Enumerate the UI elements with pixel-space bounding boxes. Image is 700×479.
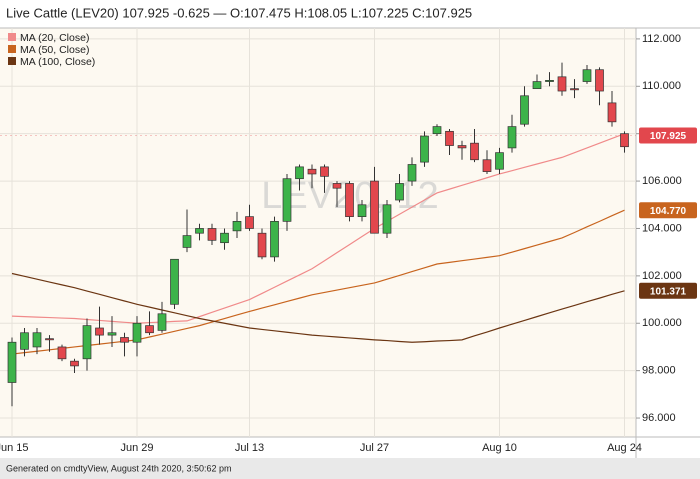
candle-body [245, 216, 254, 229]
candle-body [570, 88, 579, 91]
candle-body [395, 183, 404, 201]
candle-body [545, 80, 554, 82]
candle-body [220, 232, 229, 244]
candle-body [457, 145, 467, 149]
last-value-tag [639, 282, 697, 299]
candle-body [207, 228, 217, 241]
y-tick-label: 112.000 [642, 33, 681, 45]
y-tick-label: 96.000 [642, 412, 676, 424]
candle-body [170, 258, 179, 305]
last-value-tag [639, 202, 697, 219]
candle-body [470, 142, 479, 161]
legend-label: MA (50, Close) [20, 44, 89, 56]
x-tick-label: Jul 13 [235, 442, 264, 454]
header: Live Cattle (LEV20) 107.925 -0.625 — O:1… [6, 5, 472, 20]
candle-body [157, 313, 167, 331]
candle-body [257, 232, 267, 258]
candle-body [607, 102, 617, 123]
last-value-tag [639, 127, 697, 144]
candle-body [495, 152, 504, 170]
candle-body [532, 81, 542, 90]
last-value-label: 104.770 [650, 206, 687, 217]
x-tick-label: Jun 29 [120, 442, 153, 454]
candle-body [57, 346, 67, 360]
candle-body [95, 327, 104, 336]
y-tick-label: 110.000 [642, 80, 681, 92]
legend-label: MA (100, Close) [20, 56, 95, 68]
candle-body [332, 183, 342, 189]
candle-body [232, 221, 242, 232]
y-tick-label: 98.000 [642, 365, 676, 377]
candle-body [582, 69, 592, 82]
candle-body [195, 228, 204, 234]
candle-body [432, 126, 442, 135]
candle-body [145, 325, 154, 334]
legend-label: MA (20, Close) [20, 32, 89, 44]
candle-body [70, 360, 79, 367]
plot-area [0, 28, 636, 437]
candle-body [407, 164, 417, 182]
ma-line [11, 272, 625, 343]
candle-body [420, 135, 429, 163]
footer: Generated on cmdtyView, August 24th 2020… [6, 463, 232, 473]
x-tick-label: Jun 15 [0, 442, 29, 454]
footer-bar [0, 458, 700, 479]
candle-body [507, 126, 517, 149]
candle-body [320, 166, 329, 177]
legend-swatch [8, 57, 16, 65]
y-tick-label: 106.000 [642, 175, 682, 187]
y-tick-label: 102.000 [642, 270, 682, 282]
last-value-label: 101.371 [650, 286, 687, 297]
x-tick-label: Aug 24 [607, 442, 642, 454]
candle-body [120, 337, 129, 343]
candle-body [595, 69, 604, 92]
candle-body [32, 332, 42, 348]
candle-body [20, 332, 29, 350]
y-tick-label: 104.000 [642, 222, 682, 234]
ma-line [11, 209, 625, 355]
candle-body [107, 332, 117, 336]
candle-body [382, 204, 392, 234]
x-tick-label: Jul 27 [360, 442, 389, 454]
candle-body [307, 168, 317, 175]
candle-body [557, 76, 567, 92]
candle-body [270, 221, 279, 258]
candle-body [620, 133, 629, 148]
candle-body [182, 235, 192, 248]
last-value-label: 107.925 [650, 131, 687, 142]
candle-body [295, 166, 304, 180]
legend-swatch [8, 45, 16, 53]
candle-body [520, 95, 529, 125]
candle-body [482, 159, 492, 172]
candle-body [82, 325, 92, 360]
y-tick-label: 100.000 [642, 317, 682, 329]
ma-line [11, 133, 625, 324]
candle-body [45, 338, 54, 341]
x-tick-label: Aug 10 [482, 442, 517, 454]
candle-body [445, 130, 454, 146]
candle-body [7, 341, 17, 383]
legend-swatch [8, 33, 16, 41]
candle-body [370, 180, 379, 234]
candle-body [132, 322, 142, 343]
candle-body [282, 178, 292, 222]
candle-body [357, 204, 367, 217]
candle-body [345, 183, 354, 217]
